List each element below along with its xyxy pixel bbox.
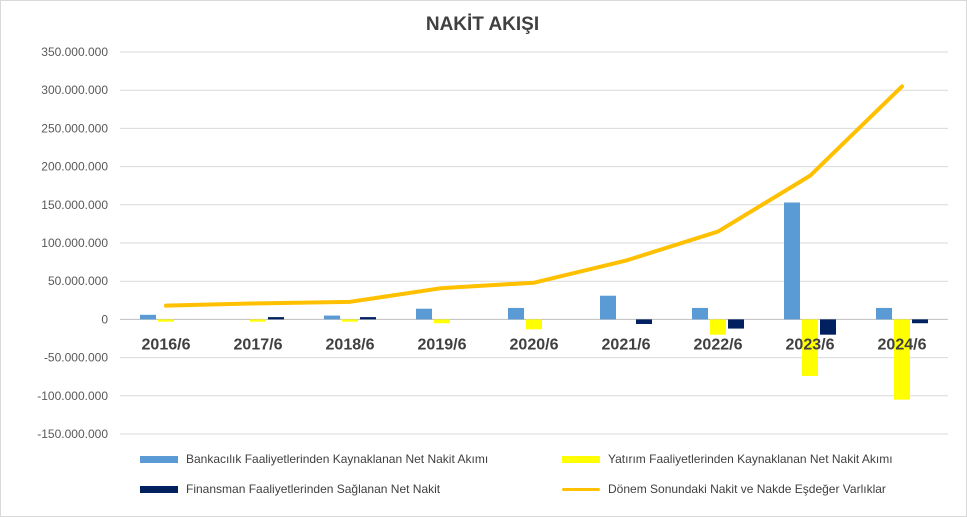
y-tick-label: 150.000.000 — [41, 198, 108, 212]
bar-banking — [600, 295, 616, 320]
bar-financing — [912, 319, 928, 324]
x-tick-label: 2023/6 — [786, 336, 835, 353]
bar-investing — [250, 319, 266, 322]
legend-item-banking: Bankacılık Faaliyetlerinden Kaynaklanan … — [140, 452, 488, 466]
legend-label-financing: Finansman Faaliyetlerinden Sağlanan Net … — [186, 482, 441, 496]
line-cash — [164, 84, 904, 308]
y-tick-label: 300.000.000 — [41, 83, 108, 97]
x-tick-label: 2022/6 — [694, 336, 743, 353]
bar-banking — [324, 315, 340, 320]
bar-investing — [342, 319, 358, 322]
x-tick-label: 2020/6 — [510, 336, 559, 353]
x-tick-label: 2016/6 — [142, 336, 191, 353]
x-tick-label: 2018/6 — [326, 336, 375, 353]
legend-swatch-investing — [562, 455, 600, 463]
bar-banking — [876, 307, 892, 320]
legend-label-investing: Yatırım Faaliyetlerinden Kaynaklanan Net… — [608, 452, 893, 466]
y-tick-label: -100.000.000 — [37, 389, 108, 403]
bar-banking — [416, 308, 432, 320]
bar-banking — [692, 307, 708, 320]
bar-banking — [140, 314, 156, 320]
legend-item-financing: Finansman Faaliyetlerinden Sağlanan Net … — [140, 482, 440, 496]
y-tick-label: 250.000.000 — [41, 121, 108, 135]
chart-title: NAKİT AKIŞI — [425, 14, 540, 35]
x-tick-label: 2024/6 — [878, 336, 927, 353]
y-tick-label: -50.000.000 — [44, 351, 108, 365]
legend-item-investing: Yatırım Faaliyetlerinden Kaynaklanan Net… — [562, 452, 893, 466]
x-tick-label: 2019/6 — [418, 336, 467, 353]
bar-investing — [526, 319, 542, 330]
legend-label-cash: Dönem Sonundaki Nakit ve Nakde Eşdeğer V… — [608, 482, 886, 496]
bar-investing — [802, 319, 818, 376]
bar-investing — [434, 319, 450, 324]
bar-banking — [508, 307, 524, 320]
legend-swatch-banking — [140, 455, 178, 463]
bar-banking — [784, 202, 800, 320]
bar-investing — [894, 319, 910, 400]
y-tick-label: 100.000.000 — [41, 236, 108, 250]
legend-item-cash: Dönem Sonundaki Nakit ve Nakde Eşdeğer V… — [562, 482, 886, 496]
legend-swatch-financing — [140, 485, 178, 493]
legend-swatch-cash — [562, 487, 600, 491]
x-tick-label: 2021/6 — [602, 336, 651, 353]
bar-investing — [710, 319, 726, 335]
y-tick-label: 0 — [101, 312, 108, 326]
y-tick-label: 50.000.000 — [48, 274, 108, 288]
x-tick-label: 2017/6 — [234, 336, 283, 353]
bar-financing — [360, 317, 376, 320]
y-tick-label: 200.000.000 — [41, 160, 108, 174]
bar-financing — [728, 319, 744, 329]
legend-label-banking: Bankacılık Faaliyetlerinden Kaynaklanan … — [186, 452, 489, 466]
bar-financing — [636, 319, 652, 324]
bar-financing — [268, 317, 284, 320]
y-tick-label: -150.000.000 — [37, 427, 108, 441]
bar-investing — [158, 319, 174, 322]
y-tick-label: 350.000.000 — [41, 45, 108, 59]
bar-financing — [820, 319, 836, 335]
